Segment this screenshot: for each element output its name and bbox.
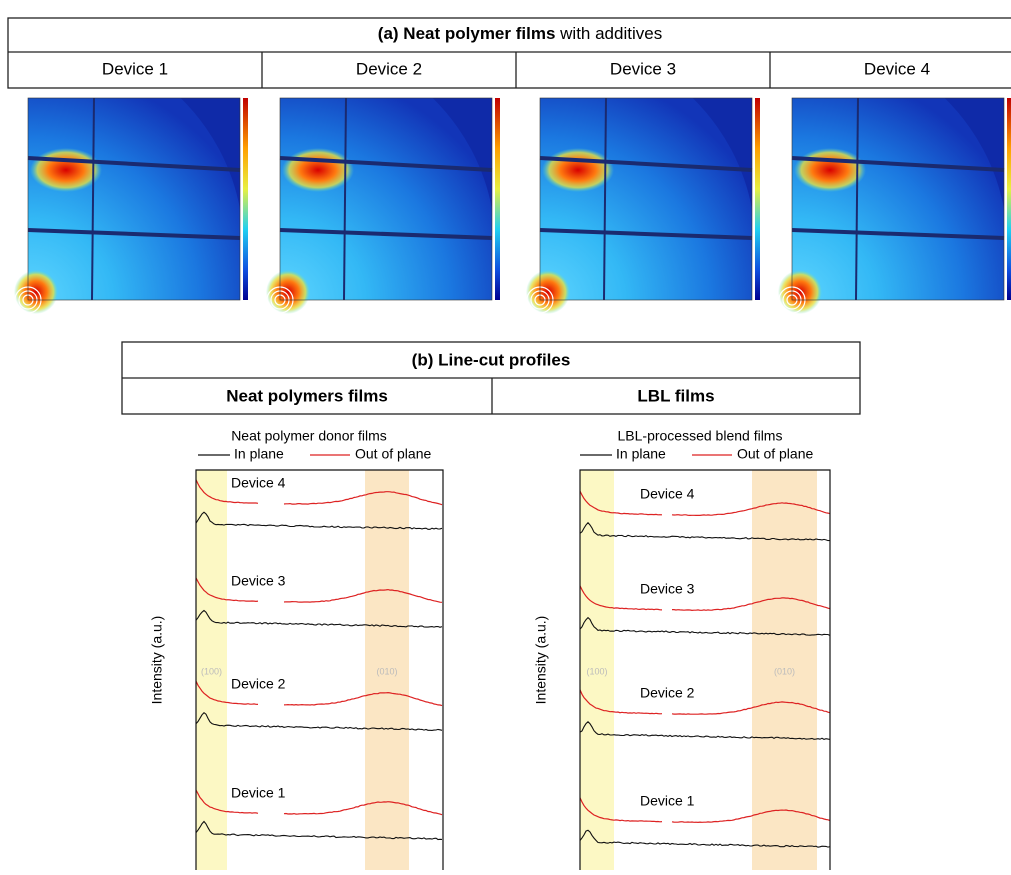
in-plane-trace: [195, 511, 443, 530]
trace-label: Device 1: [231, 785, 286, 801]
in-plane-trace: [579, 721, 831, 741]
plot-frame: [195, 469, 444, 870]
peak-label: (100): [201, 666, 222, 676]
detector-gap: [279, 156, 493, 172]
hot-spot: [14, 270, 58, 314]
trace-label: Device 3: [640, 581, 695, 597]
hot-spot: [542, 148, 614, 192]
hot-spot: [30, 148, 102, 192]
panel-a-title: (a) Neat polymer films with additives: [378, 24, 662, 43]
in-plane-trace: [579, 616, 831, 636]
plot-title: LBL-processed blend films: [618, 428, 783, 444]
detector-gap: [91, 97, 95, 301]
peak-label: (010): [774, 666, 795, 676]
giwaxs-image: [778, 97, 1011, 314]
hot-spot: [526, 270, 570, 314]
column-header: Neat polymers films: [226, 386, 388, 405]
in-plane-trace: [195, 609, 443, 628]
detector-gap: [539, 228, 753, 240]
trace-label: Device 3: [231, 573, 286, 589]
plot-title: Neat polymer donor films: [231, 428, 387, 444]
detector-gap: [27, 156, 241, 172]
out-of-plane-trace: [579, 585, 831, 612]
column-header: Device 3: [610, 59, 676, 78]
image-frame: [791, 97, 1005, 301]
detector-gap: [603, 97, 607, 301]
legend-label: In plane: [234, 446, 284, 462]
peak-label: (010): [376, 666, 397, 676]
in-plane-trace: [579, 521, 831, 542]
legend-label: In plane: [616, 446, 666, 462]
hot-spot: [794, 148, 866, 192]
detector-gap: [27, 228, 241, 240]
detector-area: [792, 98, 1004, 300]
y-axis-label: Intensity (a.u.): [533, 616, 549, 705]
detector-area: [280, 98, 492, 300]
trace-label: Device 4: [231, 475, 286, 491]
peak-band: [580, 470, 614, 870]
hot-spot: [282, 148, 354, 192]
out-of-plane-trace: [579, 689, 831, 715]
detector-gap: [855, 97, 859, 301]
table-a: [7, 17, 1011, 89]
peak-label: (100): [586, 666, 607, 676]
colorbar: [243, 98, 248, 300]
column-header: Device 1: [102, 59, 168, 78]
plot-frame: [579, 469, 831, 870]
out-of-plane-trace: [579, 797, 831, 824]
hot-spot: [778, 270, 822, 314]
image-frame: [539, 97, 753, 301]
trace-label: Device 4: [640, 486, 695, 502]
peak-band: [752, 470, 817, 870]
column-header: Device 4: [864, 59, 930, 78]
detector-area: [540, 98, 752, 300]
detector-gap: [279, 228, 493, 240]
giwaxs-image: [266, 97, 500, 314]
legend-label: Out of plane: [737, 446, 813, 462]
in-plane-trace: [579, 829, 831, 848]
out-of-plane-trace: [195, 479, 443, 506]
colorbar: [495, 98, 500, 300]
image-frame: [27, 97, 241, 301]
y-axis-label: Intensity (a.u.): [149, 616, 165, 705]
image-frame: [279, 97, 493, 301]
giwaxs-image: [14, 97, 248, 314]
detector-gap: [539, 156, 753, 172]
out-of-plane-trace: [195, 577, 443, 603]
column-header: Device 2: [356, 59, 422, 78]
panel-b-title: (b) Line-cut profiles: [412, 350, 571, 369]
out-of-plane-trace: [579, 490, 831, 517]
detector-gap: [343, 97, 347, 301]
trace-label: Device 2: [231, 676, 286, 692]
detector-area: [28, 98, 240, 300]
giwaxs-image: [526, 97, 760, 314]
colorbar: [755, 98, 760, 300]
peak-band: [196, 470, 227, 870]
detector-gap: [791, 228, 1005, 240]
colorbar: [1007, 98, 1011, 300]
trace-label: Device 1: [640, 793, 695, 809]
out-of-plane-trace: [195, 680, 443, 707]
in-plane-trace: [195, 820, 443, 841]
hot-spot: [266, 270, 310, 314]
column-header: LBL films: [637, 386, 714, 405]
trace-label: Device 2: [640, 685, 695, 701]
detector-gap: [791, 156, 1005, 172]
in-plane-trace: [195, 711, 443, 731]
legend-label: Out of plane: [355, 446, 431, 462]
out-of-plane-trace: [195, 789, 443, 816]
